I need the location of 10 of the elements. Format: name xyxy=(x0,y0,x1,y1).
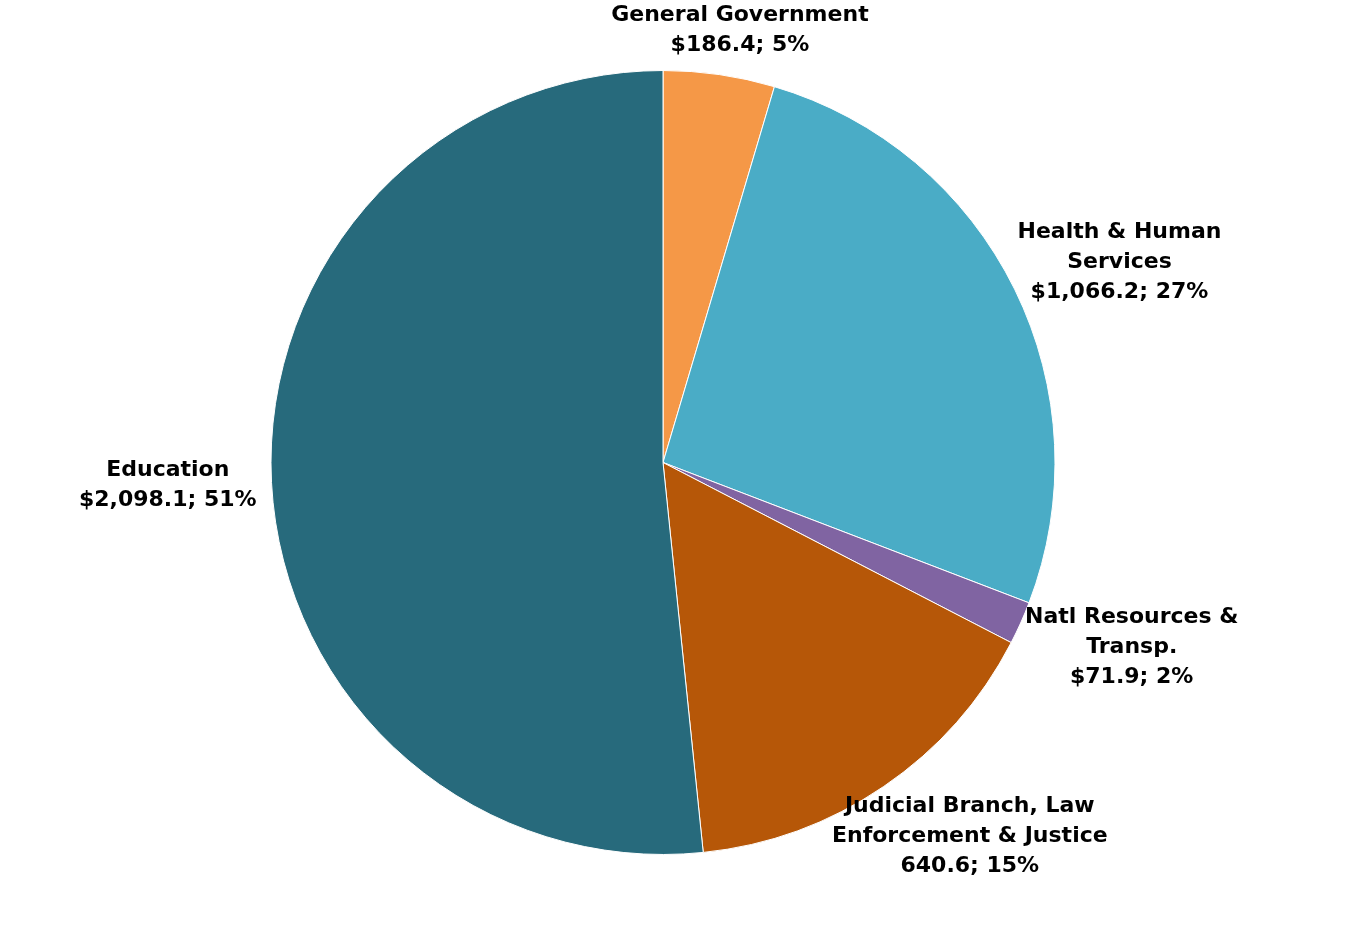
data-label: $1,066.2; 27% xyxy=(1030,278,1209,304)
data-label: $186.4; 5% xyxy=(670,30,810,56)
slice-label: General Government xyxy=(611,0,870,26)
data-label: $71.9; 2% xyxy=(1070,663,1194,689)
slice-label: Natl Resources & Transp. xyxy=(1024,603,1239,659)
data-label: 640.6; 15% xyxy=(900,851,1040,877)
data-label: $2,098.1; 51% xyxy=(78,485,257,511)
slice-label: Health & Human Services xyxy=(1017,218,1222,274)
slice-label: Education xyxy=(106,455,230,481)
slice-label: Judicial Branch, Law Enforcement & Justice xyxy=(831,791,1108,847)
